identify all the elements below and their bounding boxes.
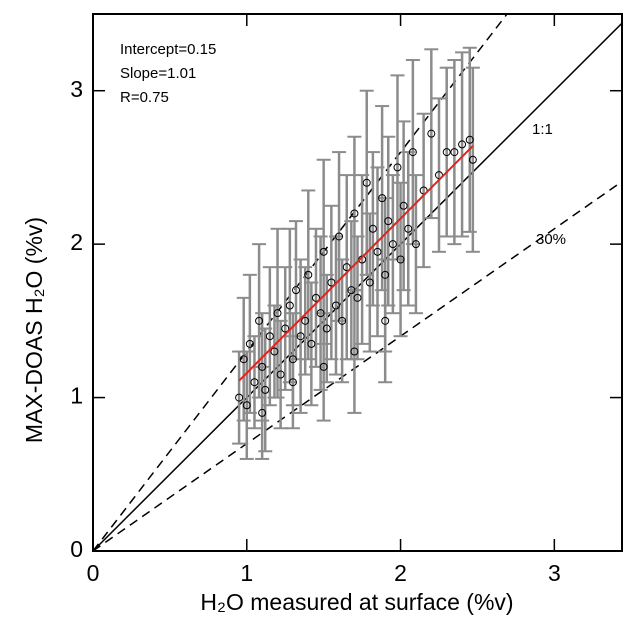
point [255,316,264,325]
x-tick-label: 1 [240,560,253,586]
point [338,316,347,325]
point [468,155,477,164]
point [362,178,371,187]
point [353,293,362,302]
point [270,347,279,356]
annotation: R=0.75 [120,89,169,106]
point [288,355,297,364]
point [373,247,382,256]
point [296,332,305,341]
plot-frame [92,13,623,552]
x-tick-label: 0 [87,560,100,586]
point [381,270,390,279]
y-tick-label: 3 [70,76,83,102]
point [265,332,274,341]
point [408,148,417,157]
point [396,255,405,264]
reference-label: 1:1 [532,121,553,138]
point [404,224,413,233]
point [399,201,408,210]
point [365,278,374,287]
point [242,401,251,410]
point [381,316,390,325]
point [384,217,393,226]
point [335,232,344,241]
point [411,240,420,249]
point [261,385,270,394]
point [235,393,244,402]
point [291,286,300,295]
point [239,355,248,364]
x-axis-label: H₂O measured at surface (%v) [200,589,513,615]
point [319,362,328,371]
point [273,309,282,318]
y-tick-label: 2 [70,229,83,255]
point [301,316,310,325]
point [450,148,459,157]
reference-line [93,180,622,551]
point [281,324,290,333]
point [327,278,336,287]
point [393,163,402,172]
point [465,135,474,144]
point [250,378,259,387]
point [350,347,359,356]
point [258,362,267,371]
y-tick-label: 1 [70,383,83,409]
point [322,324,331,333]
fit-line [238,145,474,382]
point [442,148,451,157]
point [285,301,294,310]
point [304,270,313,279]
point [388,240,397,249]
point [258,408,267,417]
point [342,263,351,272]
point [276,370,285,379]
y-axis-label: MAX-DOAS H₂O (%v) [21,217,47,443]
point [458,140,467,149]
point [331,301,340,310]
point [350,209,359,218]
point [427,129,436,138]
x-tick-label: 3 [548,560,561,586]
annotation: Intercept=0.15 [120,41,216,58]
point [245,339,254,348]
point [288,378,297,387]
x-tick-label: 2 [394,560,407,586]
point [347,286,356,295]
y-tick-label: 0 [70,536,83,562]
point [368,224,377,233]
point [378,194,387,203]
annotation: Slope=1.01 [120,65,196,82]
reference-label: 30% [536,231,566,248]
point [319,247,328,256]
point [316,309,325,318]
point [307,339,316,348]
point [311,293,320,302]
